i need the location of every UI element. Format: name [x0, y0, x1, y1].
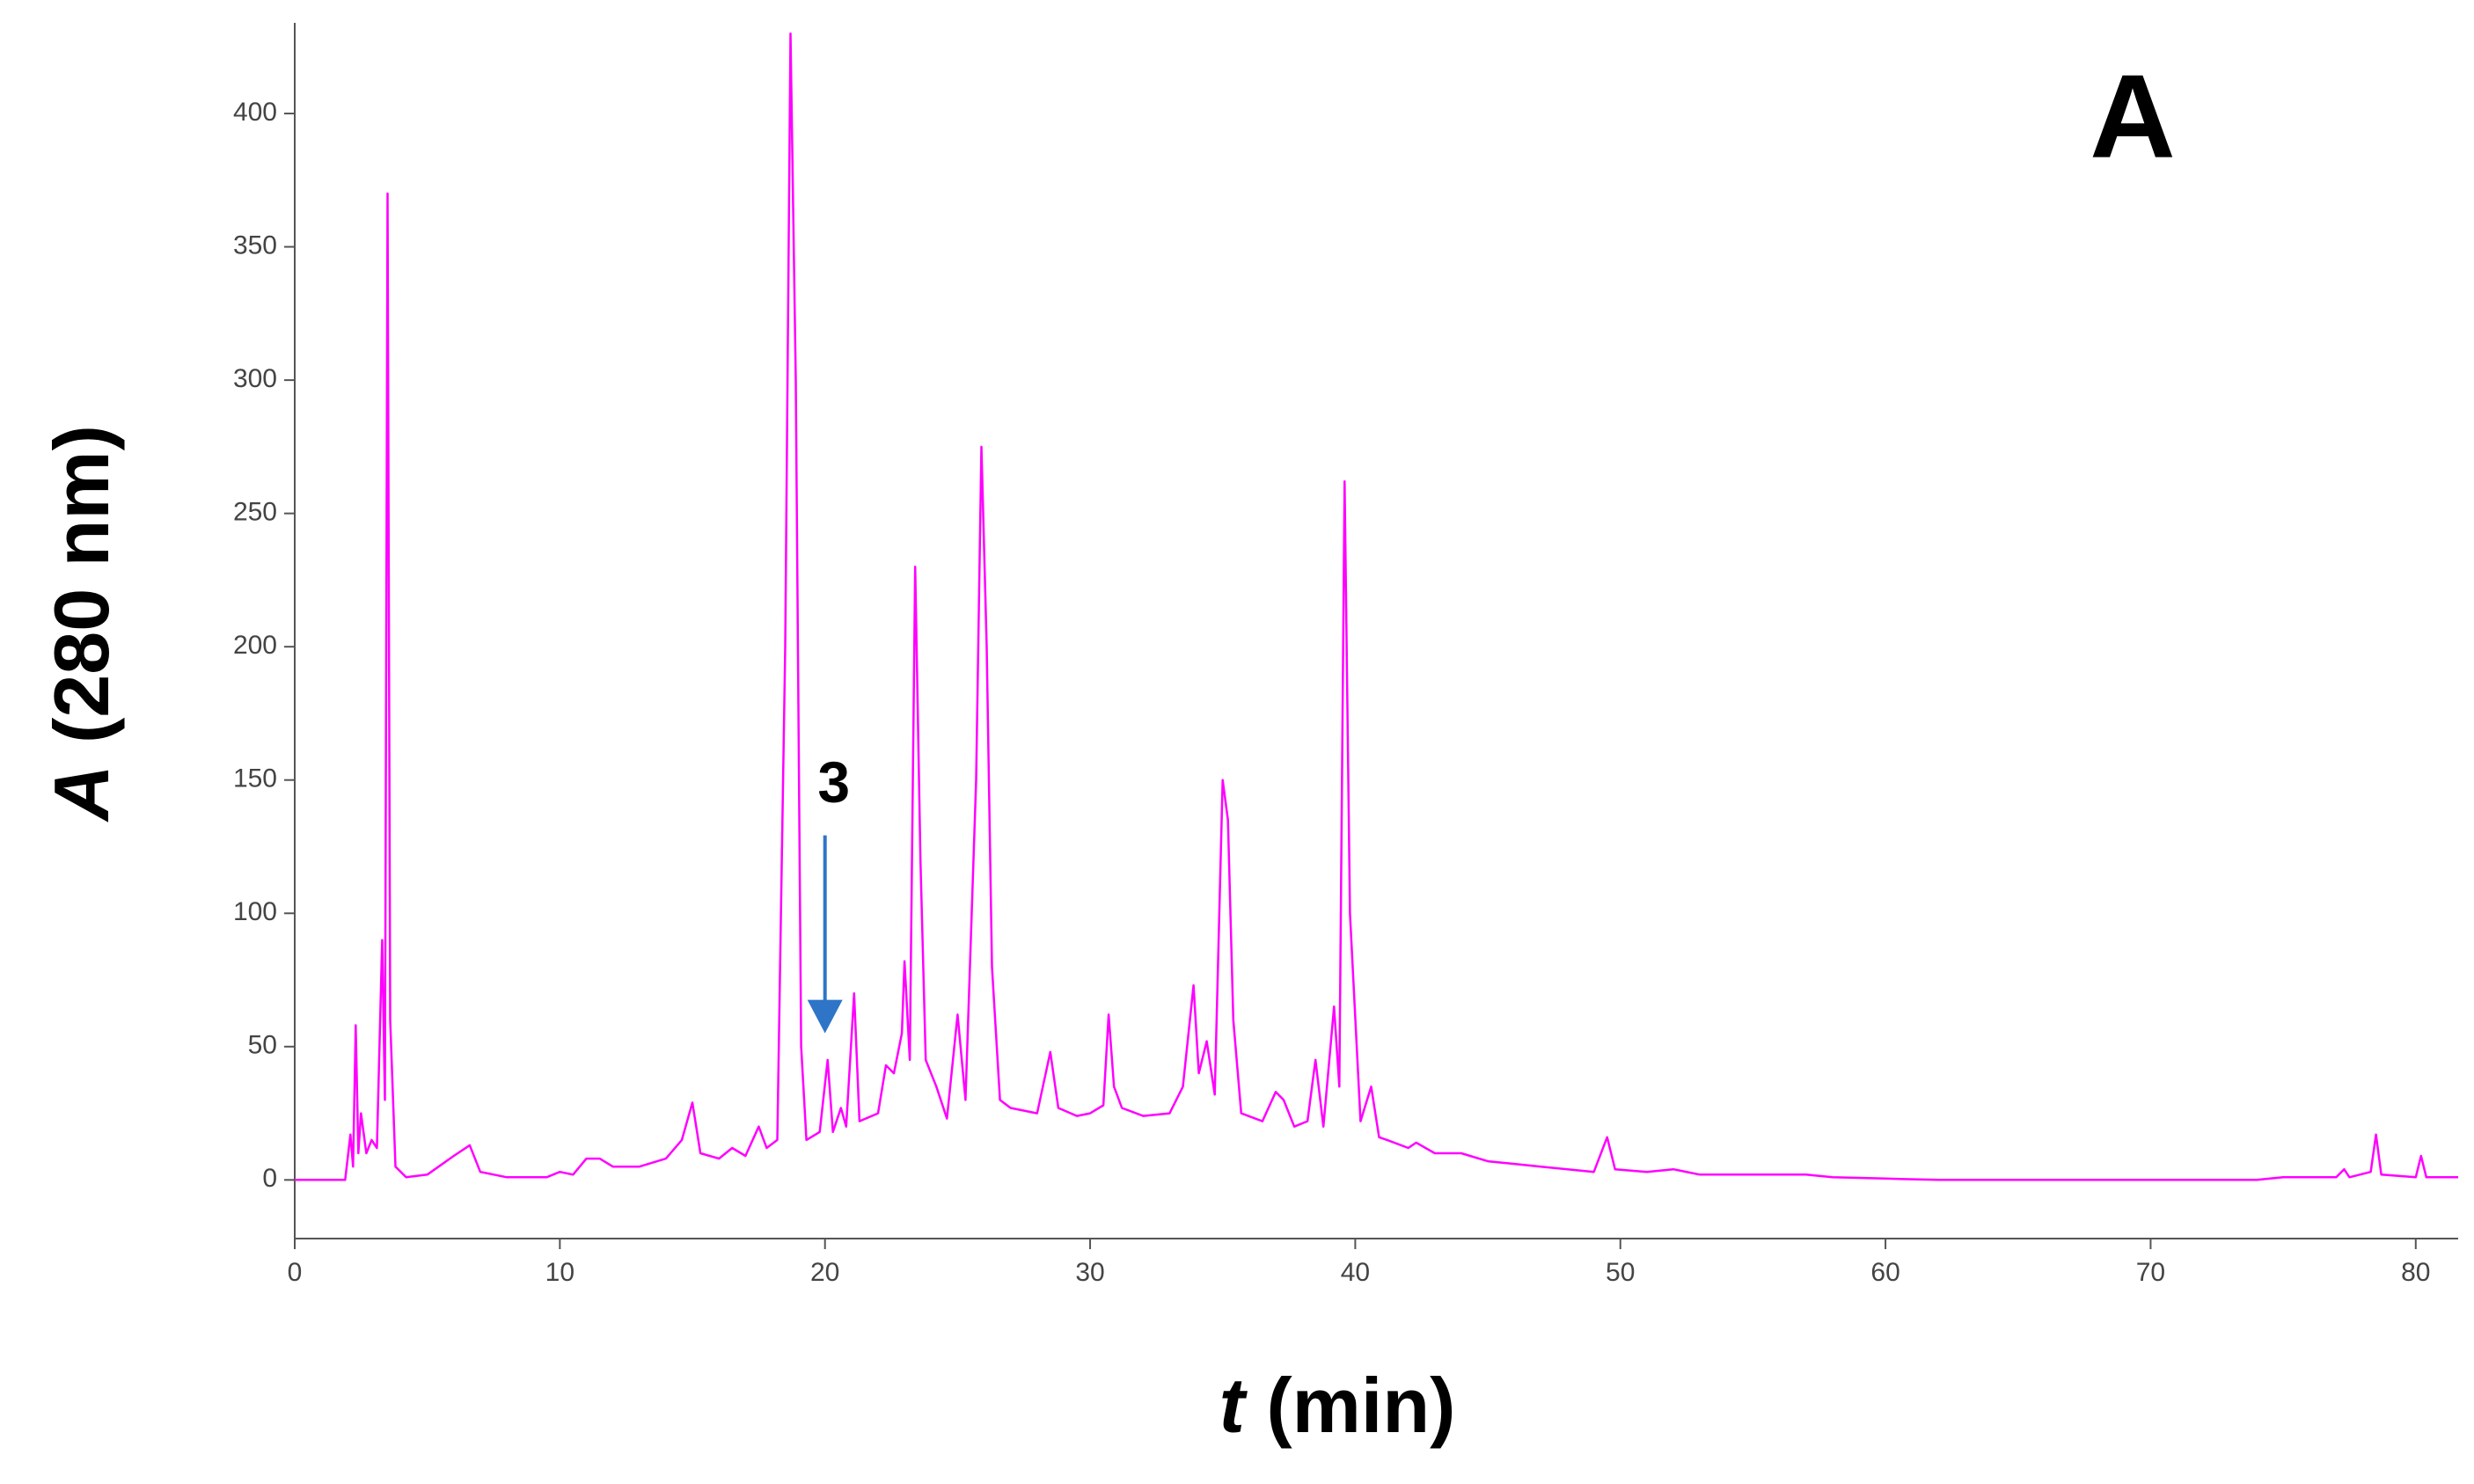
y-tick-label: 250 [233, 498, 277, 527]
y-tick-label: 150 [233, 764, 277, 793]
y-tick-label: 0 [262, 1164, 277, 1193]
y-axis-label: A (280 nm) [38, 425, 125, 822]
y-tick-label: 300 [233, 364, 277, 393]
y-tick-label: 50 [248, 1031, 277, 1060]
x-tick-label: 30 [1075, 1258, 1104, 1287]
annotation-arrowhead [807, 999, 843, 1034]
annotation-label: 3 [817, 749, 850, 815]
y-tick-label: 400 [233, 98, 277, 127]
x-tick-label: 10 [545, 1258, 575, 1287]
x-tick-label: 40 [1341, 1258, 1370, 1287]
x-tick-label: 20 [810, 1258, 839, 1287]
x-tick-label: 0 [288, 1258, 303, 1287]
x-tick-label: 80 [2401, 1258, 2430, 1287]
x-tick-label: 50 [1606, 1258, 1635, 1287]
chromatogram-line [295, 32, 2458, 1181]
panel-label: A [2090, 50, 2176, 183]
x-tick-label: 60 [1870, 1258, 1899, 1287]
y-tick-label: 100 [233, 897, 277, 926]
x-axis-label: t (min) [1219, 1362, 1456, 1449]
y-tick-label: 350 [233, 231, 277, 260]
x-tick-label: 70 [2136, 1258, 2165, 1287]
y-tick-label: 200 [233, 631, 277, 660]
